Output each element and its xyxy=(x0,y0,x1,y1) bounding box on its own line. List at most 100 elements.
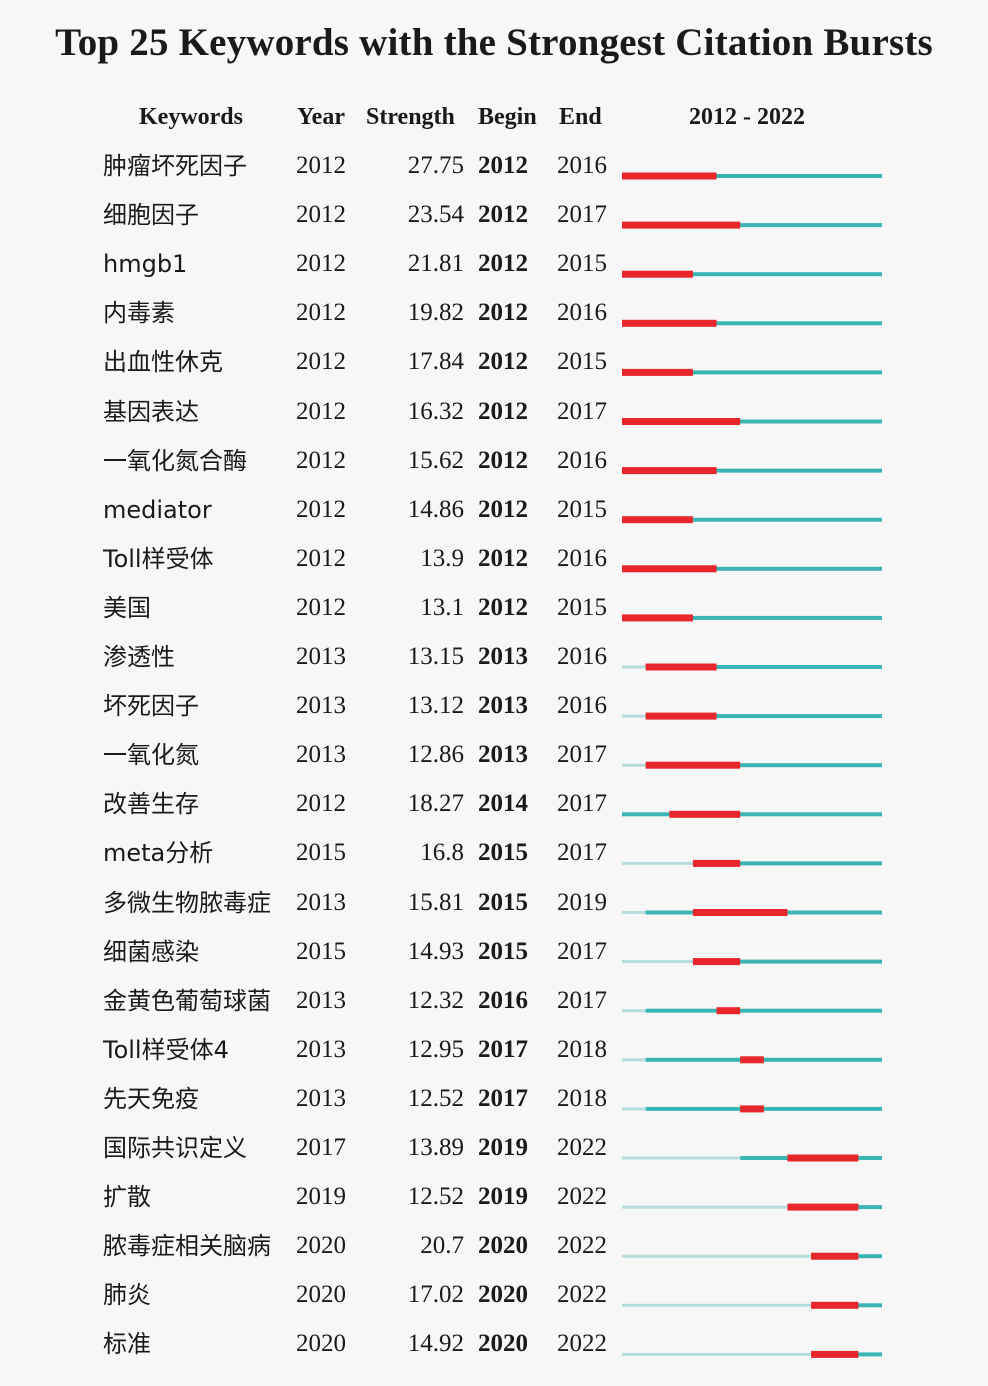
keyword-cell: 改善生存 xyxy=(103,790,199,819)
year-cell: 2012 xyxy=(296,348,346,376)
burst-bar xyxy=(740,1056,764,1064)
strength-cell: 13.12 xyxy=(407,692,464,720)
burst-bar xyxy=(787,1154,859,1162)
end-cell: 2016 xyxy=(557,692,607,720)
strength-cell: 18.27 xyxy=(407,790,464,818)
strength-cell: 13.15 xyxy=(407,643,464,670)
burst-bar xyxy=(692,958,741,966)
burst-bar xyxy=(622,418,741,425)
strength-cell: 27.75 xyxy=(407,152,464,179)
inactive-segment xyxy=(622,861,693,865)
year-cell: 2013 xyxy=(296,1084,346,1112)
keyword-cell: 渗透性 xyxy=(103,643,175,671)
end-cell: 2015 xyxy=(557,495,607,523)
keyword-cell: 细菌感染 xyxy=(103,937,199,966)
end-cell: 2016 xyxy=(557,544,607,572)
begin-cell: 2012 xyxy=(478,250,528,278)
strength-cell: 14.92 xyxy=(407,1330,464,1358)
begin-cell: 2012 xyxy=(478,446,528,474)
end-cell: 2022 xyxy=(557,1183,607,1211)
begin-cell: 2013 xyxy=(478,741,528,769)
end-cell: 2016 xyxy=(557,446,607,474)
year-cell: 2020 xyxy=(296,1232,346,1260)
keyword-cell: 扩散 xyxy=(103,1183,151,1212)
inactive-segment xyxy=(622,714,646,718)
end-cell: 2016 xyxy=(557,643,607,670)
burst-bar xyxy=(622,516,693,524)
year-cell: 2012 xyxy=(296,299,346,327)
begin-cell: 2014 xyxy=(478,790,528,818)
header-begin: Begin xyxy=(478,104,537,130)
keyword-cell: meta分析 xyxy=(103,839,214,868)
burst-bar xyxy=(811,1301,859,1309)
active-segment xyxy=(622,615,882,620)
end-cell: 2019 xyxy=(557,888,607,916)
begin-cell: 2017 xyxy=(478,1084,528,1112)
keyword-cell: 内毒素 xyxy=(103,299,175,328)
strength-cell: 12.32 xyxy=(407,986,464,1014)
header-year: Year xyxy=(297,104,345,130)
chart-title: Top 25 Keywords with the Strongest Citat… xyxy=(55,21,933,64)
inactive-segment xyxy=(622,1352,812,1356)
strength-cell: 16.32 xyxy=(407,397,464,425)
begin-cell: 2012 xyxy=(478,201,528,229)
year-cell: 2013 xyxy=(296,888,346,916)
strength-cell: 12.86 xyxy=(407,741,464,769)
year-cell: 2012 xyxy=(296,446,346,474)
strength-cell: 12.52 xyxy=(407,1183,464,1211)
inactive-segment xyxy=(622,1303,812,1307)
inactive-segment xyxy=(622,1058,646,1062)
active-segment xyxy=(645,714,882,719)
burst-bar xyxy=(622,319,717,327)
year-cell: 2013 xyxy=(296,643,346,670)
burst-bar xyxy=(645,761,741,769)
strength-cell: 21.81 xyxy=(407,250,464,278)
burst-bar xyxy=(692,859,741,867)
begin-cell: 2020 xyxy=(478,1281,528,1309)
begin-cell: 2012 xyxy=(478,544,528,572)
keyword-cell: Toll样受体4 xyxy=(103,1035,229,1064)
begin-cell: 2012 xyxy=(478,397,528,425)
begin-cell: 2012 xyxy=(478,152,528,179)
inactive-segment xyxy=(622,763,646,767)
keyword-cell: mediator xyxy=(103,495,212,524)
burst-bar xyxy=(645,712,717,720)
begin-cell: 2012 xyxy=(478,299,528,327)
strength-cell: 14.86 xyxy=(407,495,464,523)
keyword-cell: 先天免疫 xyxy=(103,1084,199,1113)
active-segment xyxy=(622,812,882,817)
begin-cell: 2019 xyxy=(478,1183,528,1211)
year-cell: 2012 xyxy=(296,152,346,179)
burst-bar xyxy=(740,1105,764,1113)
year-cell: 2020 xyxy=(296,1330,346,1358)
keyword-cell: Toll样受体 xyxy=(103,544,214,573)
year-cell: 2012 xyxy=(296,397,346,425)
header-timeline: 2012 - 2022 xyxy=(689,104,805,130)
inactive-segment xyxy=(622,1156,741,1160)
begin-cell: 2013 xyxy=(478,692,528,720)
strength-cell: 15.62 xyxy=(407,446,464,474)
strength-cell: 15.81 xyxy=(407,888,464,916)
year-cell: 2015 xyxy=(296,937,346,965)
end-cell: 2015 xyxy=(557,348,607,376)
year-cell: 2012 xyxy=(296,790,346,818)
active-segment xyxy=(645,763,882,768)
end-cell: 2016 xyxy=(557,299,607,327)
active-segment xyxy=(692,861,882,866)
strength-cell: 17.02 xyxy=(407,1281,464,1309)
begin-cell: 2015 xyxy=(478,888,528,916)
strength-cell: 14.93 xyxy=(407,937,464,965)
begin-cell: 2015 xyxy=(478,937,528,965)
active-segment xyxy=(622,468,882,473)
year-cell: 2015 xyxy=(296,839,346,867)
end-cell: 2022 xyxy=(557,1232,607,1260)
begin-cell: 2012 xyxy=(478,495,528,523)
keyword-cell: 细胞因子 xyxy=(103,201,199,230)
active-segment xyxy=(645,1008,882,1013)
header-keywords: Keywords xyxy=(139,104,243,130)
burst-bar xyxy=(811,1350,859,1358)
begin-cell: 2020 xyxy=(478,1232,528,1260)
end-cell: 2022 xyxy=(557,1134,607,1161)
keyword-cell: 一氧化氮 xyxy=(103,741,199,770)
